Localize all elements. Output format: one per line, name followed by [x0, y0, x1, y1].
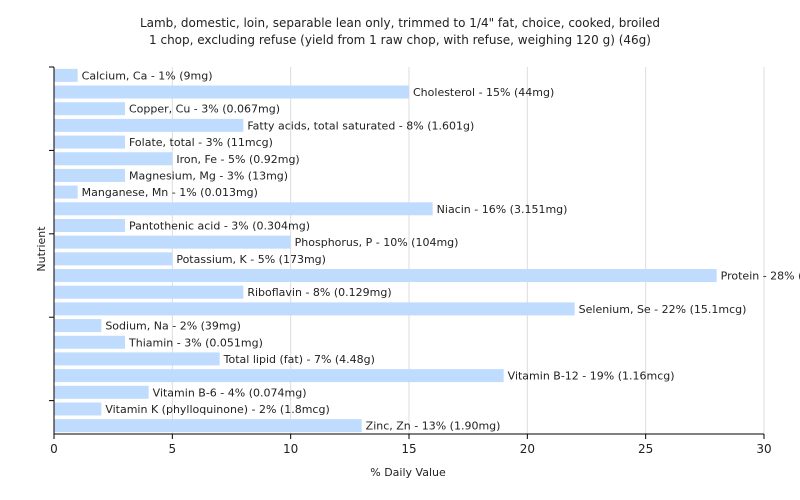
x-tick-label: 30 [756, 442, 771, 456]
x-tick-label: 20 [520, 442, 535, 456]
x-tick-label: 5 [169, 442, 177, 456]
bar [54, 85, 409, 99]
bar [54, 68, 78, 82]
bar [54, 352, 220, 366]
bar-label: Copper, Cu - 3% (0.067mg) [129, 103, 280, 116]
bar [54, 102, 125, 116]
bar [54, 118, 244, 132]
bar-label: Sodium, Na - 2% (39mg) [105, 320, 241, 333]
x-tick-label: 10 [283, 442, 298, 456]
bar [54, 252, 173, 266]
bar-label: Niacin - 16% (3.151mg) [437, 203, 568, 216]
bar [54, 152, 173, 166]
bars: Calcium, Ca - 1% (9mg) Cholesterol - 15% … [54, 68, 800, 433]
bar-label: Vitamin K (phylloquinone) - 2% (1.8mcg) [105, 403, 329, 416]
bar-label: Zinc, Zn - 13% (1.90mg) [366, 420, 501, 433]
bar-label: Cholesterol - 15% (44mg) [413, 86, 554, 99]
bar-label: Pantothenic acid - 3% (0.304mg) [129, 219, 310, 232]
y-axis-label: Nutrient [35, 226, 48, 272]
chart-title-line-2: 1 chop, excluding refuse (yield from 1 r… [149, 33, 651, 47]
bar [54, 235, 291, 249]
bar [54, 185, 78, 199]
bar [54, 285, 244, 299]
axes: 0 5 10 15 20 25 30 [49, 66, 772, 456]
x-axis-label: % Daily Value [370, 466, 446, 479]
bar-label: Vitamin B-12 - 19% (1.16mcg) [508, 370, 675, 383]
bar [54, 369, 504, 383]
bar [54, 269, 717, 283]
bar-label: Vitamin B-6 - 4% (0.074mg) [153, 386, 307, 399]
bar-label: Fatty acids, total saturated - 8% (1.601… [247, 119, 474, 132]
x-tick-label: 25 [638, 442, 653, 456]
bar-label: Riboflavin - 8% (0.129mg) [247, 286, 391, 299]
bar-label: Potassium, K - 5% (173mg) [176, 253, 326, 266]
bar-label: Manganese, Mn - 1% (0.013mg) [82, 186, 258, 199]
x-tick-label: 0 [50, 442, 58, 456]
bar [54, 402, 102, 416]
bar-label: Selenium, Se - 22% (15.1mcg) [579, 303, 747, 316]
bar [54, 419, 362, 433]
chart-title-line-1: Lamb, domestic, loin, separable lean onl… [140, 16, 660, 30]
bar [54, 135, 125, 149]
bar-label: Folate, total - 3% (11mcg) [129, 136, 273, 149]
bar [54, 218, 125, 232]
bar-label: Calcium, Ca - 1% (9mg) [82, 69, 213, 82]
bar-label: Total lipid (fat) - 7% (4.48g) [223, 353, 375, 366]
bar [54, 168, 125, 182]
bar [54, 319, 102, 333]
bar-label: Thiamin - 3% (0.051mg) [128, 336, 263, 349]
bar-label: Phosphorus, P - 10% (104mg) [295, 236, 459, 249]
x-tick-label: 15 [401, 442, 416, 456]
bar [54, 335, 125, 349]
bar [54, 202, 433, 216]
bar [54, 302, 575, 316]
bar-label: Protein - 28% (13.80g) [721, 270, 800, 283]
bar-label: Iron, Fe - 5% (0.92mg) [176, 153, 299, 166]
bar [54, 385, 149, 399]
bar-label: Magnesium, Mg - 3% (13mg) [129, 169, 288, 182]
